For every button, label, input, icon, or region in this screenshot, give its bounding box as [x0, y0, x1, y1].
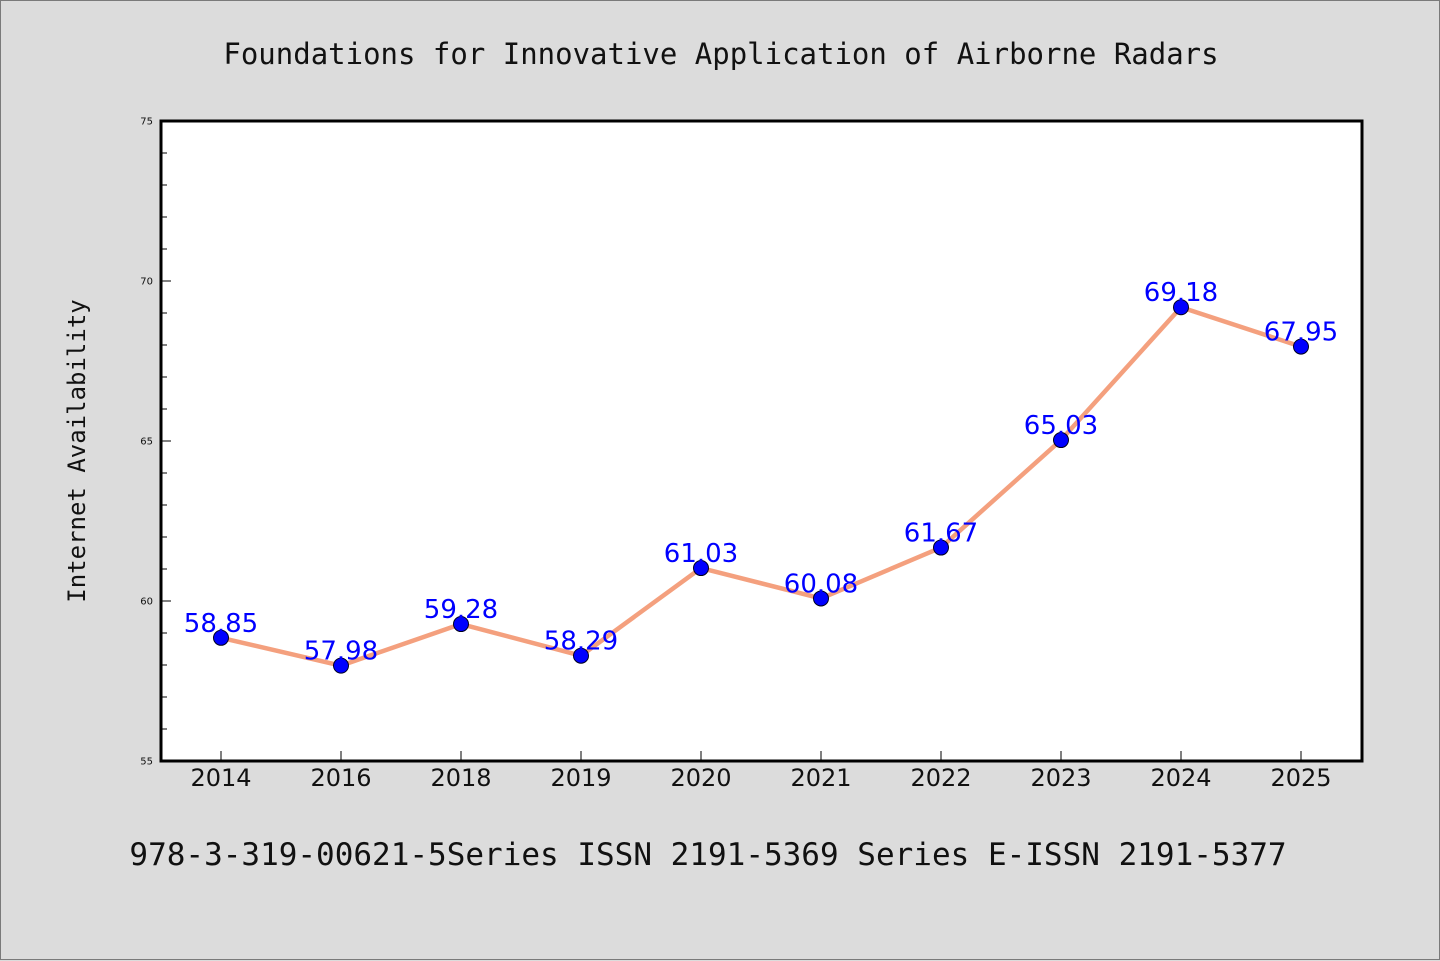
data-label: 57.98 [304, 637, 378, 667]
data-point [1293, 338, 1309, 355]
x-tick-label: 2024 [1150, 764, 1211, 792]
x-tick-label: 2023 [1030, 764, 1091, 792]
x-tick-label: 2019 [550, 764, 611, 792]
data-point [933, 539, 949, 556]
x-tick-label: 2014 [190, 764, 251, 792]
data-label: 65.03 [1024, 411, 1098, 441]
data-point [213, 629, 229, 646]
data-label: 61.67 [904, 519, 978, 549]
data-labels: 58.85 57.98 59.28 58.29 61.03 60.08 61.67 65.03… [184, 278, 1338, 666]
series-line [218, 304, 1304, 668]
x-tick-label: 2022 [910, 764, 971, 792]
data-point [573, 647, 589, 664]
data-label: 67.95 [1264, 318, 1338, 348]
x-axis: 2014 2016 2018 2019 2020 2021 2022 2023 2024 2025 [190, 751, 1332, 792]
footer-isbn-issn: 978-3-319-00621-5Series ISSN 2191-5369 S… [129, 837, 1286, 873]
y-tick-label: 65 [140, 437, 153, 448]
data-label: 60.08 [784, 569, 858, 599]
y-tick-label: 55 [140, 757, 153, 768]
data-label: 58.85 [184, 609, 258, 639]
x-tick-label: 2018 [430, 764, 491, 792]
data-point [1173, 299, 1189, 316]
data-point [333, 657, 349, 674]
y-tick-label: 75 [140, 117, 153, 128]
data-point [1053, 432, 1069, 449]
data-label: 61.03 [664, 539, 738, 569]
x-tick-label: 2016 [310, 764, 371, 792]
y-tick-label: 70 [140, 277, 153, 288]
y-tick-label: 60 [140, 597, 153, 608]
data-point [813, 590, 829, 607]
data-markers [213, 299, 1309, 674]
y-axis-label: Internet Availability [63, 299, 91, 602]
data-point [453, 616, 469, 633]
x-tick-label: 2021 [790, 764, 851, 792]
plot-frame [159, 119, 1364, 763]
x-tick-label: 2020 [670, 764, 731, 792]
plot-area [161, 121, 1362, 761]
x-tick-label: 2025 [1270, 764, 1331, 792]
data-label: 58.29 [544, 627, 618, 657]
data-label: 69.18 [1144, 278, 1218, 308]
chart-title: Foundations for Innovative Application o… [223, 37, 1218, 71]
data-point [693, 560, 709, 577]
data-label: 59.28 [424, 595, 498, 625]
